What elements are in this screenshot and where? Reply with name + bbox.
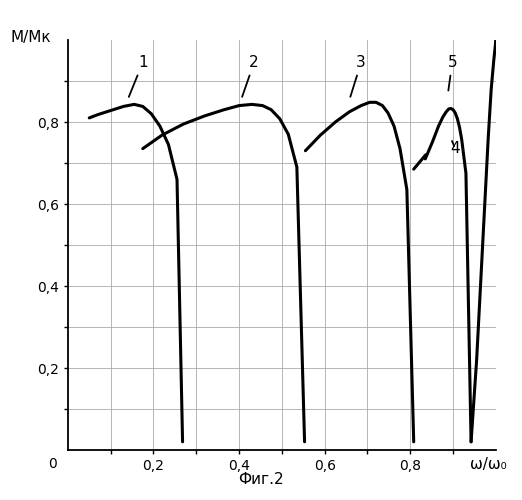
Text: 0: 0 [48, 458, 56, 471]
Text: 3: 3 [350, 55, 366, 97]
Text: 1: 1 [129, 55, 148, 97]
Text: Фиг.2: Фиг.2 [238, 472, 284, 488]
Text: ω/ω₀: ω/ω₀ [470, 458, 506, 472]
Text: 2: 2 [242, 55, 259, 97]
Text: 5: 5 [447, 55, 457, 90]
Text: M/Mк: M/Mк [10, 30, 51, 45]
Text: 4: 4 [450, 141, 460, 156]
